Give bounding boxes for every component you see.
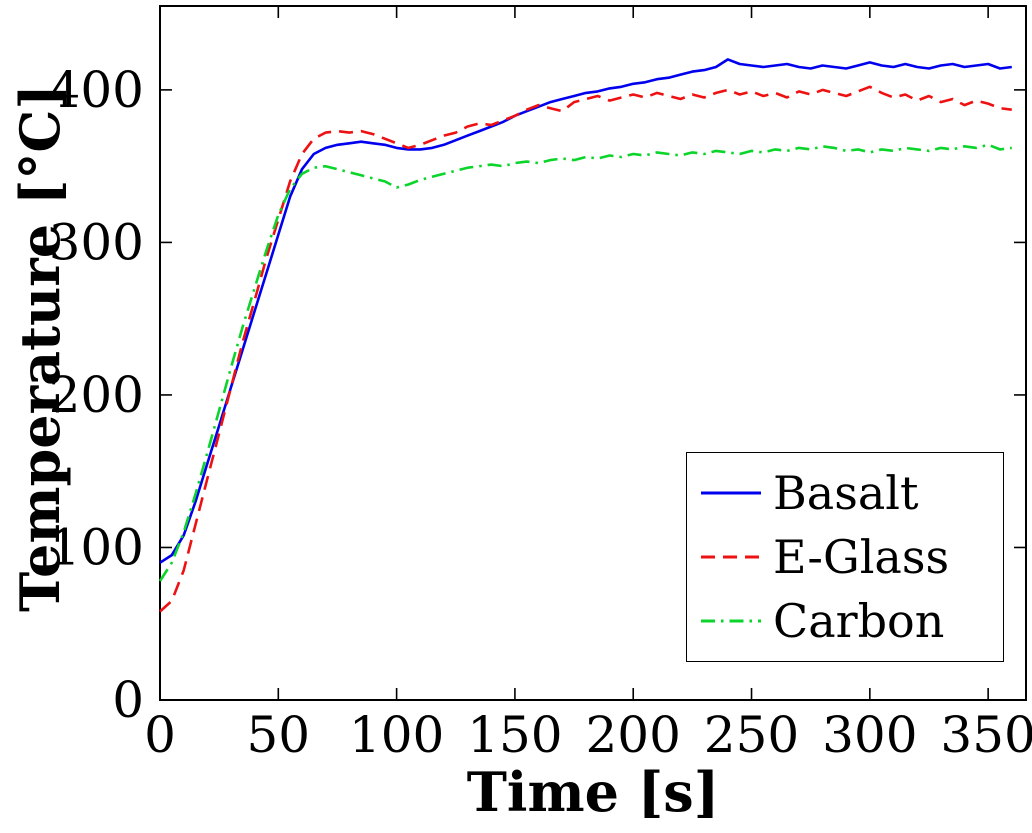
legend-entry-carbon: Carbon <box>699 589 1003 653</box>
y-axis-label: Temperature [°C] <box>8 84 72 612</box>
x-tick-label: 50 <box>246 706 310 764</box>
legend-line-carbon <box>701 619 761 623</box>
x-tick-label: 250 <box>704 706 799 764</box>
legend-label-basalt: Basalt <box>773 466 919 520</box>
legend-label-carbon: Carbon <box>773 594 945 648</box>
legend-line-eglass <box>701 555 761 559</box>
legend-label-eglass: E-Glass <box>773 530 950 584</box>
x-tick-label: 150 <box>467 706 562 764</box>
legend-entry-eglass: E-Glass <box>699 525 1003 589</box>
y-tick-label: 100 <box>49 518 144 576</box>
x-tick-label: 100 <box>349 706 444 764</box>
plot-frame <box>159 5 1027 701</box>
legend: Basalt E-Glass Carbon <box>686 452 1004 662</box>
y-tick-label: 200 <box>49 366 144 424</box>
series-line-basalt <box>159 58 1012 564</box>
legend-line-basalt <box>701 491 761 495</box>
x-tick-label: 300 <box>822 706 917 764</box>
legend-entry-basalt: Basalt <box>699 461 1003 525</box>
y-tick-label: 400 <box>49 61 144 119</box>
y-tick-label: 0 <box>112 671 144 729</box>
x-tick-label: 350 <box>940 706 1032 764</box>
x-tick-label: 200 <box>586 706 681 764</box>
x-tick-label: 0 <box>144 706 176 764</box>
x-axis-label: Time [s] <box>466 760 720 824</box>
series-line-e-glass <box>159 85 1012 613</box>
series-line-carbon <box>158 143 1012 582</box>
y-tick-label: 300 <box>49 213 144 271</box>
